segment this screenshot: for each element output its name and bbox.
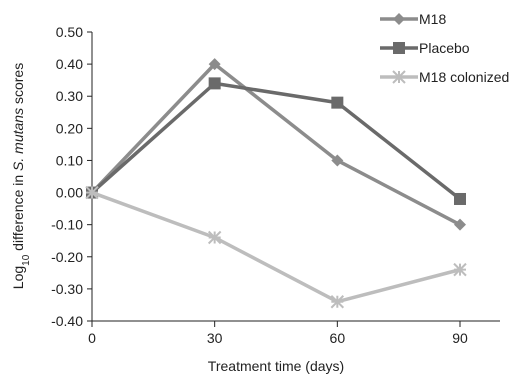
x-tick-label: 30 (207, 330, 223, 346)
series-line (90, 62, 461, 227)
legend-label: Placebo (419, 40, 470, 56)
legend-label: M18 colonized (419, 69, 509, 85)
series-m18 (86, 58, 466, 231)
y-tick-label: -0.20 (51, 249, 83, 265)
y-axis-title-text: Log10 difference in S. mutans scores (10, 63, 32, 289)
y-tick-label: 0.20 (56, 120, 83, 136)
series-group (85, 58, 467, 309)
data-point (331, 96, 344, 109)
legend-item: M18 (380, 11, 446, 27)
data-point (454, 192, 466, 205)
series-m18-colonized (85, 185, 467, 309)
data-point (85, 185, 99, 200)
y-tick-label: 0.50 (56, 24, 83, 40)
y-tick-label: -0.10 (51, 217, 83, 233)
x-tick-label: 0 (88, 330, 96, 346)
data-point (208, 77, 221, 90)
data-point (454, 218, 466, 231)
legend-item: Placebo (380, 40, 470, 56)
axes: 0.50 0.40 0.30 0.20 0.10 0.00 -0.10 -0.20 -0.30 -… (51, 24, 500, 346)
y-tick-label: 0.10 (56, 152, 83, 168)
x-tick-label: 60 (330, 330, 346, 346)
legend-marker (393, 42, 405, 54)
y-tick-label: 0.40 (56, 56, 83, 72)
x-tick-label: 90 (452, 330, 468, 346)
legend-item: M18 colonized (380, 69, 509, 85)
data-point (330, 295, 345, 309)
y-tick-label: -0.30 (51, 281, 83, 297)
y-tick-label: 0.00 (56, 185, 83, 201)
series-line (91, 190, 461, 304)
y-tick-label: -0.40 (51, 313, 83, 329)
y-axis-title: Log10 difference in S. mutans scores (10, 63, 32, 289)
data-point (207, 230, 222, 245)
legend-marker (393, 13, 405, 25)
x-axis-title: Treatment time (days) (208, 358, 344, 374)
data-point (453, 262, 467, 277)
legend: M18 Placebo M18 colonized (380, 11, 509, 85)
legend-marker (392, 70, 406, 84)
series-line (90, 81, 462, 201)
legend-label: M18 (419, 11, 446, 27)
y-tick-label: 0.30 (56, 88, 83, 104)
data-point (331, 154, 344, 167)
data-point (208, 58, 221, 71)
